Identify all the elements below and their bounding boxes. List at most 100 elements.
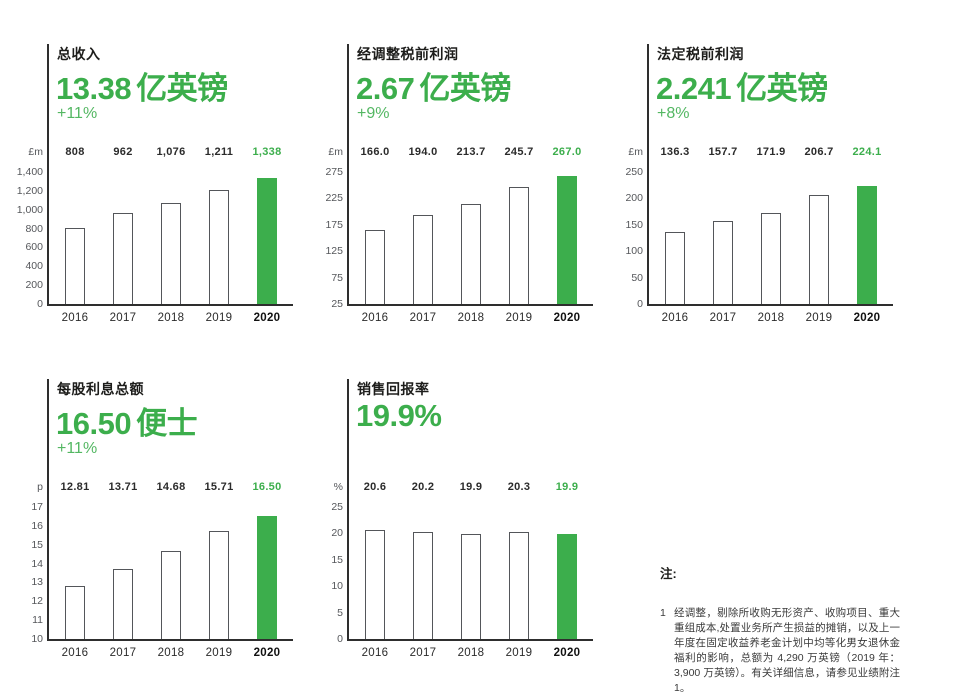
bar-2020 (557, 176, 577, 304)
y-axis-tick: 275 (325, 166, 343, 178)
x-axis-label: 2016 (361, 647, 389, 659)
y-axis-tick: 12 (31, 595, 43, 608)
y-axis-tick: 17 (31, 501, 43, 513)
chart-panel-adjusted-pbt: 经调整税前利润 2.67 亿英镑 +9% £m 275 225 175 125 75 25 16… (310, 44, 610, 336)
bar-2016 (365, 230, 385, 304)
hero-value: 2.241 (656, 71, 732, 106)
panel-accent-rule (47, 44, 49, 306)
hero-unit: 亿英镑 (736, 71, 828, 106)
bar-2019 (809, 195, 829, 304)
x-axis-label: 2018 (157, 647, 185, 659)
bar-value-label: 245.7 (504, 146, 534, 158)
bar-2019 (509, 532, 529, 639)
chart-hero: 2.67 亿英镑 (356, 63, 511, 108)
chart-panel-statutory-pbt: 法定税前利润 2.241 亿英镑 +8% £m 250 200 150 100 50 0 136… (610, 44, 910, 336)
y-axis-tick: 5 (337, 606, 343, 619)
x-axis-label: 2016 (61, 312, 89, 324)
x-axis-label: 2016 (661, 312, 689, 324)
hero-value: 2.67 (356, 71, 415, 106)
y-axis-tick: 600 (25, 241, 43, 254)
bar-value-label: 962 (113, 146, 133, 158)
x-axis-label: 2018 (757, 312, 785, 324)
bar-chart-statutory-pbt: £m 250 200 150 100 50 0 136.3 157.7 171.9 206.7 224… (610, 144, 910, 336)
footnotes-block: 注: 1 经调整，剔除所收购无形资产、收购项目、重大重组成本,处置业务所产生损益… (660, 563, 900, 696)
bar-2017 (413, 532, 433, 639)
hero-unit: 亿英镑 (136, 71, 228, 106)
bar-2020 (257, 178, 277, 304)
hero-value: 19.9% (356, 398, 442, 433)
bar-value-label: 136.3 (660, 146, 690, 158)
bar-chart-return-on-sales: % 25 20 15 10 5 0 20.6 20.2 19.9 20.3 19.9 2016 2017 2… (310, 479, 610, 671)
bar-2017 (713, 221, 733, 304)
chart-hero: 19.9% (356, 398, 446, 434)
y-axis-tick: 1,200 (16, 184, 43, 197)
x-axis-label: 2018 (457, 647, 485, 659)
x-axis-label: 2019 (505, 647, 533, 659)
panel-accent-rule (347, 44, 349, 306)
hero-unit: 便士 (136, 406, 198, 441)
bar-value-label: 14.68 (156, 481, 186, 493)
hero-delta: +11% (57, 105, 98, 122)
x-axis-label: 2020 (253, 312, 281, 324)
bar-2018 (161, 203, 181, 304)
bar-2016 (65, 586, 85, 639)
panel-accent-rule (47, 379, 49, 641)
bar-2017 (113, 569, 133, 639)
bar-2017 (413, 215, 433, 304)
chart-hero: 2.241 亿英镑 (656, 63, 828, 108)
y-axis-tick: 10 (331, 580, 343, 593)
y-axis-tick: 50 (631, 271, 643, 284)
y-axis-tick: 800 (25, 222, 43, 235)
x-axis-line (647, 304, 893, 306)
bar-value-label: 20.3 (507, 481, 531, 493)
y-axis-tick: 125 (325, 245, 343, 258)
bar-chart-adjusted-pbt: £m 275 225 175 125 75 25 166.0 194.0 213.7 245.7 26… (310, 144, 610, 336)
bar-2019 (209, 531, 229, 639)
x-axis-label: 2017 (109, 312, 137, 324)
y-axis-unit-label: £m (328, 146, 343, 158)
x-axis-line (47, 304, 293, 306)
bar-value-label: 267.0 (552, 146, 582, 158)
x-axis-label: 2019 (205, 312, 233, 324)
y-axis-tick: 16 (31, 519, 43, 532)
bar-value-label: 13.71 (108, 481, 138, 493)
bar-2020 (557, 534, 577, 639)
bar-2019 (509, 187, 529, 304)
footnote-text: 经调整，剔除所收购无形资产、收购项目、重大重组成本,处置业务所产生损益的摊销，以… (674, 607, 900, 694)
y-axis-tick: 0 (637, 298, 643, 310)
bar-2018 (461, 534, 481, 639)
hero-delta: +9% (357, 105, 390, 122)
bar-value-label: 157.7 (708, 146, 738, 158)
bar-value-label: 224.1 (852, 146, 882, 158)
y-axis-tick: 25 (331, 298, 343, 310)
bar-2017 (113, 213, 133, 304)
bar-2020 (857, 186, 877, 304)
footnote-number: 1 (660, 607, 666, 619)
chart-title: 法定税前利润 (657, 46, 744, 62)
hero-unit: 亿英镑 (419, 71, 511, 106)
chart-title: 经调整税前利润 (357, 46, 459, 62)
panel-accent-rule (647, 44, 649, 306)
bar-value-label: 20.2 (411, 481, 435, 493)
chart-panel-return-on-sales: 销售回报率 19.9% % 25 20 15 10 5 0 20.6 20.2 19.9 20.3 1… (310, 379, 610, 671)
hero-value: 13.38 (56, 71, 132, 106)
bar-value-label: 20.6 (363, 481, 387, 493)
y-axis-unit-label: £m (28, 146, 43, 158)
bar-value-label: 213.7 (456, 146, 486, 158)
bar-value-label: 19.9 (555, 481, 579, 493)
x-axis-label: 2017 (709, 312, 737, 324)
bar-value-label: 166.0 (360, 146, 390, 158)
chart-panel-dividend-per-share: 每股利息总额 16.50 便士 +11% p 17 16 15 14 13 12 11 10 12.… (10, 379, 310, 671)
chart-title: 总收入 (57, 46, 101, 62)
x-axis-label: 2018 (157, 312, 185, 324)
chart-panel-total-revenue: 总收入 13.38 亿英镑 +11% £m 1,400 1,200 1,000 800 60… (10, 44, 310, 336)
footnotes-heading: 注: (660, 567, 677, 581)
bar-2018 (761, 213, 781, 304)
y-axis-tick: 0 (37, 298, 43, 310)
x-axis-label: 2018 (457, 312, 485, 324)
x-axis-label: 2020 (553, 312, 581, 324)
bar-2020 (257, 516, 277, 639)
x-axis-label: 2020 (253, 647, 281, 659)
x-axis-label: 2017 (409, 647, 437, 659)
footnote-item: 1 经调整，剔除所收购无形资产、收购项目、重大重组成本,处置业务所产生损益的摊销… (660, 606, 900, 696)
